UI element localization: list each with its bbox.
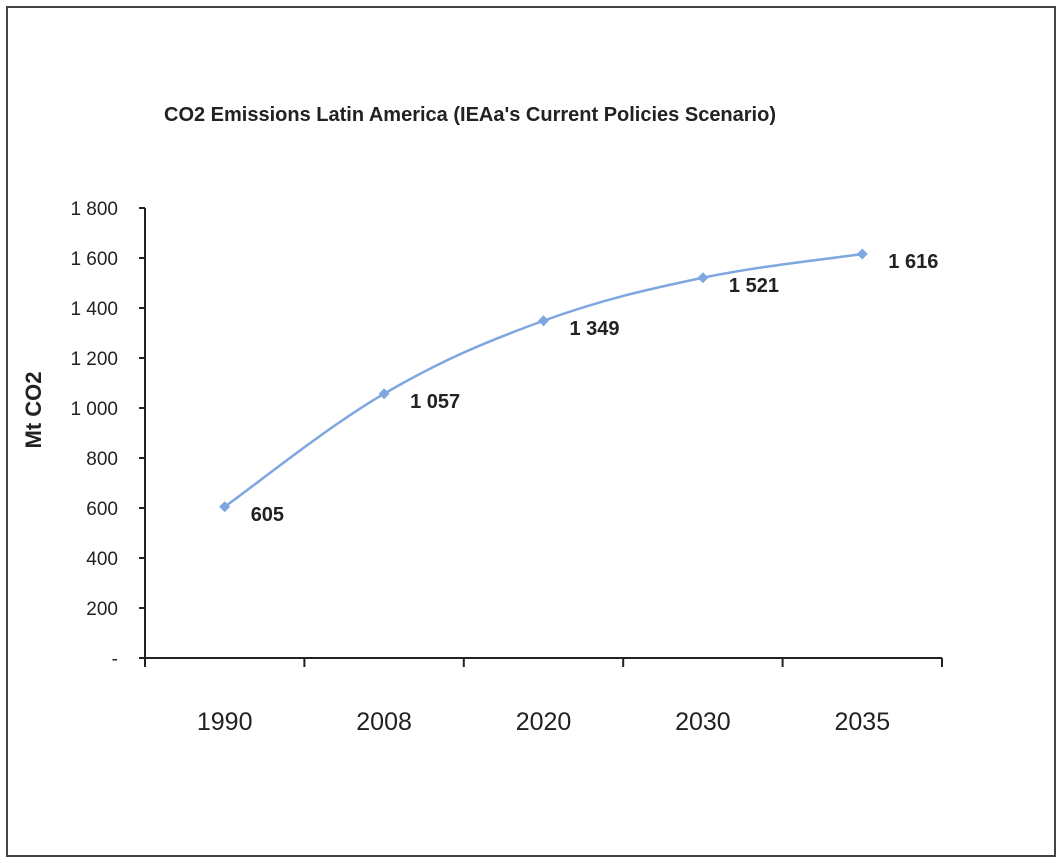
data-labels: 605 1 057 1 349 1 521 1 616 (251, 251, 939, 526)
y-tick-label: 800 (86, 449, 118, 470)
data-point-marker (856, 248, 868, 260)
axes (144, 208, 942, 659)
y-axis-title: Mt CO2 (21, 372, 46, 449)
data-point-marker (219, 501, 231, 513)
chart-title: CO2 Emissions Latin America (IEAa's Curr… (164, 104, 776, 126)
x-tick-label: 2020 (516, 708, 572, 736)
y-tick-label: 1 600 (70, 249, 118, 270)
y-tick-label: 1 200 (70, 349, 118, 370)
y-tick-label: 1 000 (70, 399, 118, 420)
data-point-marker (378, 388, 390, 400)
chart-frame (6, 6, 1056, 857)
data-label: 605 (251, 504, 284, 526)
data-label: 1 349 (570, 318, 620, 340)
x-tick-label: 2030 (675, 708, 731, 736)
y-tick-label: 400 (86, 549, 118, 570)
x-tick-label: 2008 (356, 708, 412, 736)
data-label: 1 057 (410, 391, 460, 413)
y-tick-label: 1 800 (70, 199, 118, 220)
x-tick-label: 1990 (197, 708, 253, 736)
x-tick-label: 2035 (834, 708, 890, 736)
y-axis-ticks: - 200 400 600 800 1 000 1 200 1 400 1 600 1 800 (70, 199, 145, 670)
y-tick-label: - (112, 649, 118, 670)
y-tick-label: 1 400 (70, 299, 118, 320)
data-label: 1 521 (729, 275, 779, 297)
data-label: 1 616 (888, 251, 938, 273)
y-tick-label: 200 (86, 599, 118, 620)
series (219, 248, 868, 513)
y-tick-label: 600 (86, 499, 118, 520)
data-point-marker (697, 272, 709, 284)
x-axis-ticks: 1990 2008 2020 2030 2035 (144, 658, 943, 736)
data-point-marker (538, 315, 549, 327)
